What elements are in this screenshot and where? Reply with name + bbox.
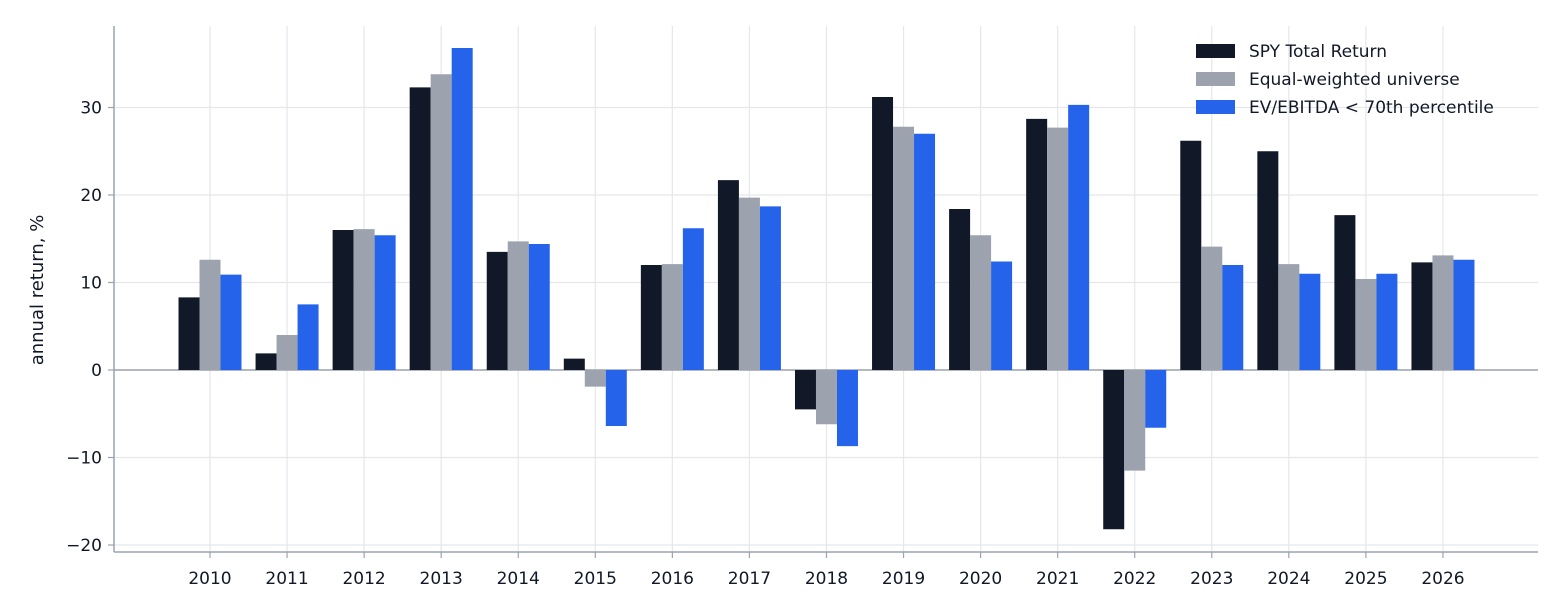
bar [1432,255,1454,371]
bar [682,228,704,370]
bar [1355,279,1377,370]
legend-swatch [1196,72,1235,86]
tick-labels-layer: −20 −10 0 10 20 30 2010 2011 2012 2013 2014 2015 201… [66,99,1464,590]
bar [949,209,971,370]
legend-label: Equal-weighted universe [1249,70,1460,90]
bar [1180,140,1202,370]
x-tick-label: 2022 [1113,569,1156,589]
bars-layer [178,48,1475,530]
bar [794,370,816,410]
bar [914,133,936,370]
bar [507,241,529,371]
bar [430,74,452,370]
x-tick-label: 2026 [1421,569,1464,589]
y-tick-label: 20 [80,186,102,206]
bar [661,264,683,371]
bar [1278,264,1300,371]
bar [584,370,606,387]
x-tick-label: 2018 [805,569,848,589]
bar [759,206,781,371]
bar [605,370,627,426]
y-tick-label: −10 [66,449,102,469]
bar [717,180,739,371]
bar [255,353,277,371]
x-tick-label: 2023 [1190,569,1233,589]
bar [220,274,242,371]
bar [1222,265,1244,370]
x-tick-label: 2010 [188,569,231,589]
bar [1299,273,1321,370]
bar [893,126,915,370]
bar [297,304,319,371]
x-tick-label: 2011 [265,569,308,589]
x-tick-label: 2016 [651,569,694,589]
bar [1257,151,1279,370]
bar [1145,370,1167,428]
bar [1334,215,1356,371]
bar [1103,370,1125,530]
bar [332,230,354,370]
bar [1453,259,1475,370]
x-tick-label: 2017 [728,569,771,589]
bar [1026,118,1048,371]
bar [451,48,473,370]
x-tick-label: 2024 [1267,569,1310,589]
bar [374,235,396,370]
bar [1068,104,1090,371]
bar [528,244,550,370]
bar [276,335,298,370]
y-tick-label: 10 [80,274,102,294]
bar [991,261,1013,370]
bar [970,235,992,370]
bar [1201,246,1223,371]
y-tick-label: −20 [66,536,102,556]
x-tick-label: 2019 [882,569,925,589]
bar [178,297,200,371]
bar [815,370,837,425]
x-tick-label: 2015 [574,569,617,589]
bar [836,370,858,447]
x-tick-label: 2013 [420,569,463,589]
y-axis-label: annual return, % [27,215,48,366]
legend-label: SPY Total Return [1249,42,1387,62]
legend-label: EV/EBITDA < 70th percentile [1249,98,1494,118]
x-tick-label: 2025 [1344,569,1387,589]
bar [409,87,431,371]
bar [738,197,760,371]
x-tick-label: 2021 [1036,569,1079,589]
bar [1411,262,1433,371]
x-tick-label: 2014 [497,569,540,589]
legend: SPY Total Return Equal-weighted universe E… [1196,42,1494,118]
axes-layer [108,26,1538,558]
bar [353,229,375,371]
bar [563,358,585,371]
y-tick-label: 30 [80,99,102,119]
bar [640,265,662,370]
legend-swatch [1196,44,1235,58]
bar [1376,273,1398,370]
y-tick-label: 0 [91,361,102,381]
bar [872,97,894,370]
bar [199,259,221,370]
bar [1124,370,1146,471]
bar [1047,127,1069,371]
x-tick-label: 2020 [959,569,1002,589]
x-tick-label: 2012 [342,569,385,589]
legend-swatch [1196,100,1235,114]
bar [486,251,508,371]
